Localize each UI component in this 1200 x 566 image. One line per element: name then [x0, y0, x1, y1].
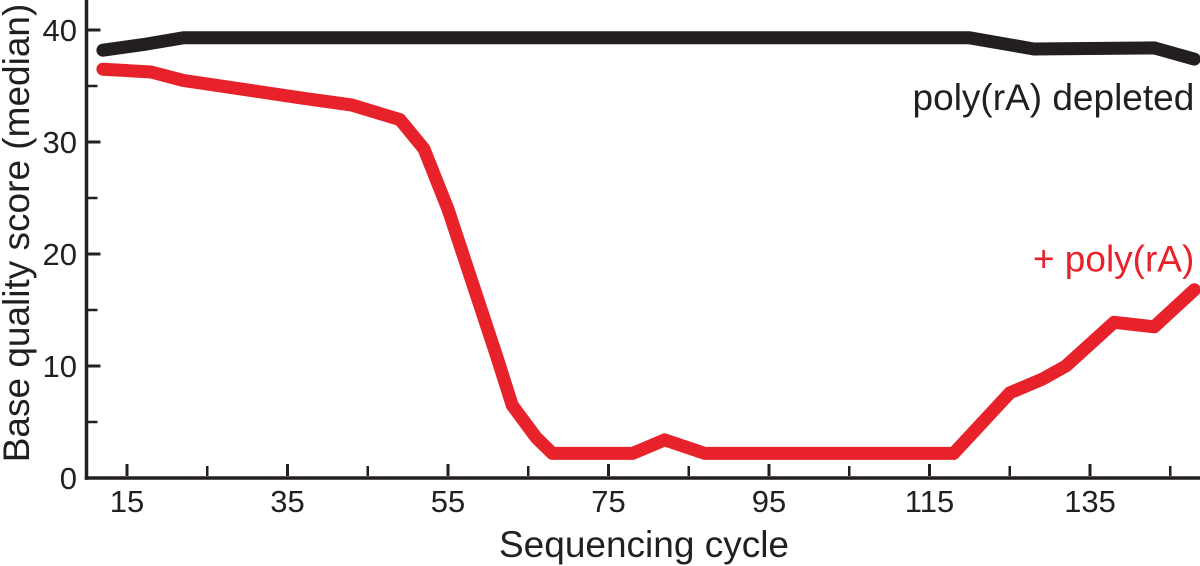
- line-poly-ra: [96, 62, 1200, 460]
- y-tick-group: 0 10 20 30 40: [43, 13, 101, 496]
- x-tick-label: 95: [752, 484, 786, 519]
- annotation-poly-ra-depleted: poly(rA) depleted: [913, 77, 1195, 118]
- annotation-poly-ra: + poly(rA): [1033, 238, 1194, 279]
- y-tick-label: 40: [43, 13, 77, 48]
- y-tick-label: 20: [43, 237, 77, 272]
- y-axis-label: Base quality score (median): [0, 4, 37, 463]
- x-tick-label: 135: [1064, 484, 1116, 519]
- line-poly-ra-depleted: [96, 31, 1200, 66]
- x-tick-label: 15: [110, 484, 144, 519]
- series-group: [96, 31, 1200, 460]
- x-tick-group: 15 35 55 75 95 115 135: [110, 464, 1172, 519]
- x-tick-label: 115: [905, 484, 954, 519]
- x-axis-label: Sequencing cycle: [499, 524, 789, 565]
- x-tick-label: 55: [431, 484, 465, 519]
- y-tick-label: 0: [60, 461, 77, 496]
- y-tick-label: 30: [43, 125, 77, 160]
- x-tick-label: 75: [591, 484, 625, 519]
- y-tick-label: 10: [43, 349, 77, 384]
- annotation-group: poly(rA) depleted + poly(rA): [913, 77, 1195, 279]
- x-tick-label: 35: [270, 484, 304, 519]
